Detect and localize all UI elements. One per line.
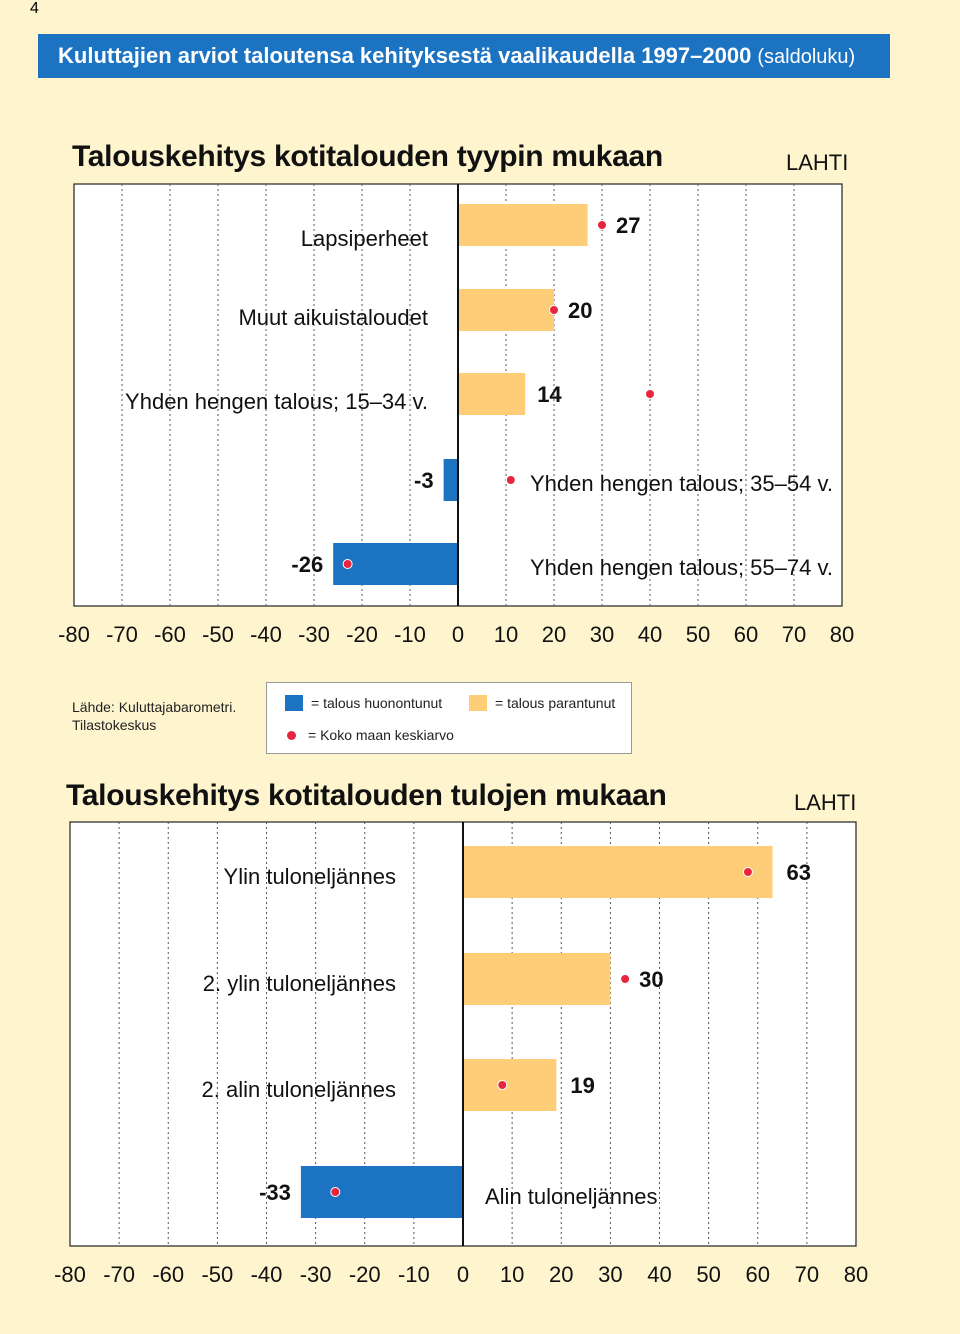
legend-item-average: = Koko maan keskiarvo [283,727,454,743]
value-label: -33 [259,1180,291,1205]
page-number: 4 [30,0,39,17]
tick-label: -50 [201,1262,233,1287]
legend-dot-icon [287,730,296,740]
tick-label: 20 [549,1262,573,1287]
category-label: 2. alin tuloneljännes [202,1077,396,1102]
bar [458,204,588,246]
average-dot [742,867,753,877]
average-dot [549,305,559,315]
header-banner: Kuluttajien arviot taloutensa kehitykses… [38,34,890,78]
value-label: 30 [639,967,663,992]
tick-label: -20 [349,1262,381,1287]
tick-label: -80 [58,622,90,647]
tick-label: -80 [54,1262,86,1287]
tick-label: 10 [494,622,518,647]
tick-label: 80 [844,1262,868,1287]
tick-label: -40 [251,1262,283,1287]
tick-label: -30 [300,1262,332,1287]
category-label: Yhden hengen talous; 35–54 v. [530,471,833,496]
category-label: Ylin tuloneljännes [224,864,396,889]
legend-label-average: = Koko maan keskiarvo [308,727,454,743]
tick-label: 30 [590,622,614,647]
legend-source-line1: Lähde: Kuluttajabarometri. [72,699,237,715]
tick-label: 30 [598,1262,622,1287]
header-subtitle: (saldoluku) [757,46,856,68]
tick-label: -30 [298,622,330,647]
value-label: 14 [537,382,562,407]
tick-label: -10 [398,1262,430,1287]
tick-label: 60 [734,622,758,647]
value-label: 19 [570,1073,594,1098]
tick-label: -60 [152,1262,184,1287]
tick-label: 60 [746,1262,770,1287]
value-label: 20 [568,298,592,323]
tick-label: 0 [457,1262,469,1287]
category-label: Alin tuloneljännes [485,1184,657,1209]
chart2-region-label: LAHTI [794,790,857,815]
average-dot [645,389,655,399]
category-label: Lapsiperheet [301,226,428,251]
legend-item-improved: = talous parantunut [469,695,615,711]
bar [333,543,458,585]
legend-label-worsened: = talous huonontunut [311,695,443,711]
chart2-title: Talouskehitys kotitalouden tulojen mukaa… [66,779,667,812]
tick-label: -70 [103,1262,135,1287]
legend-source-line2: Tilastokeskus [72,717,157,733]
bar [458,289,554,331]
tick-label: 20 [542,622,566,647]
tick-label: 40 [638,622,662,647]
category-label: Yhden hengen talous; 55–74 v. [530,555,833,580]
legend-label-improved: = talous parantunut [495,695,616,711]
tick-label: 0 [452,622,464,647]
value-label: -3 [414,468,434,493]
value-label: -26 [291,552,323,577]
tick-label: -60 [154,622,186,647]
legend-item-worsened: = talous huonontunut [285,695,442,711]
tick-label: -40 [250,622,282,647]
average-dot [597,220,607,230]
category-label: 2. ylin tuloneljännes [203,971,396,996]
bar [463,953,611,1005]
legend-source: Lähde: Kuluttajabarometri. Tilastokeskus [72,698,236,734]
average-dot [497,1080,508,1090]
tick-label: -10 [394,622,426,647]
average-dot [620,974,631,984]
tick-label: -20 [346,622,378,647]
bar [463,846,773,898]
category-label: Yhden hengen talous; 15–34 v. [125,389,428,414]
category-label: Muut aikuistaloudet [238,305,428,330]
chart1-region-label: LAHTI [786,150,849,175]
bar [463,1059,557,1111]
tick-label: -70 [106,622,138,647]
bar [443,459,458,501]
chart1-title: Talouskehitys kotitalouden tyypin mukaan [72,140,663,173]
tick-label: 70 [795,1262,819,1287]
bar [300,1166,463,1218]
average-dot [505,475,516,485]
tick-label: 50 [686,622,710,647]
tick-label: -50 [202,622,234,647]
bar [458,373,526,415]
tick-label: 50 [696,1262,720,1287]
legend-swatch-blue [285,695,303,711]
tick-label: 80 [830,622,854,647]
value-label: 63 [786,860,810,885]
value-label: 27 [616,213,640,238]
header-title: Kuluttajien arviot taloutensa kehitykses… [58,43,752,68]
average-dot [342,559,353,569]
legend-swatch-orange [469,695,487,711]
tick-label: 10 [500,1262,524,1287]
tick-label: 70 [782,622,806,647]
tick-label: 40 [647,1262,671,1287]
legend-box: = talous huonontunut = talous parantunut… [266,682,632,754]
average-dot [330,1187,341,1197]
